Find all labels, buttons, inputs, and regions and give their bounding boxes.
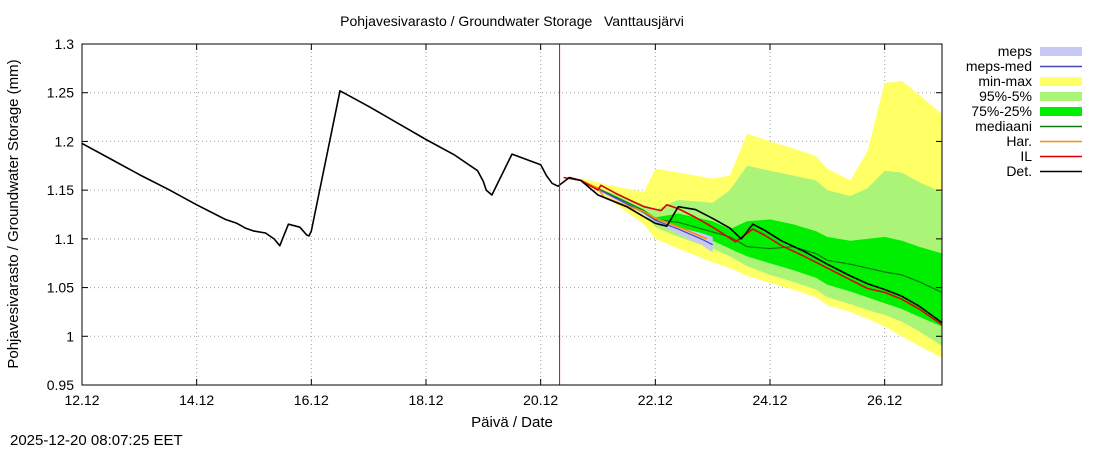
y-tick-label: 1.25 [47,85,74,101]
y-tick-label: 1.15 [47,182,74,198]
series-har [580,179,708,240]
x-tick-label: 24.12 [752,392,787,408]
x-axis-label: Päivä / Date [471,414,553,431]
x-tick-label: 16.12 [294,392,329,408]
y-tick-label: 1.3 [55,36,75,52]
y-tick-label: 1.1 [55,231,75,247]
series-lines [81,90,943,326]
legend-label-har: Har. [1006,133,1032,149]
legend-label-p95-5: 95%-5% [979,88,1032,104]
forecast-bands [580,81,942,358]
legend-label-mediaani: mediaani [975,118,1032,134]
legend-swatch-minmax [1040,77,1082,86]
y-tick-label: 0.95 [47,377,74,393]
legend-label-minmax: min-max [978,73,1032,89]
x-tick-label: 20.12 [523,392,558,408]
legend-label-meps: meps [998,43,1032,59]
series-meps-med [580,179,713,246]
legend-swatch-p75-25 [1040,107,1082,116]
x-tick-label: 12.12 [64,392,99,408]
legend-swatch-meps [1040,47,1082,56]
x-tick-label: 18.12 [408,392,443,408]
timestamp: 2025-12-20 08:07:25 EET [10,432,183,449]
y-tick-label: 1.05 [47,280,74,296]
axis-ticks: 0.95 1 1.05 1.1 1.15 1.2 1.25 1.3 12.12 14.12 16.1… [47,36,942,408]
x-tick-label: 26.12 [867,392,902,408]
legend-label-p75-25: 75%-25% [971,103,1032,119]
y-tick-label: 1 [66,328,74,344]
chart-title: Pohjavesivarasto / Groundwater Storage V… [340,13,684,29]
legend-label-meps-med: meps-med [966,58,1032,74]
legend-label-il: IL [1020,148,1032,164]
y-tick-label: 1.2 [55,133,75,149]
legend-label-det: Det. [1006,163,1032,179]
legend-swatch-p95-5 [1040,92,1082,101]
band-p75-25 [580,180,942,327]
plot-frame [81,43,943,386]
series-det [81,90,943,324]
series-il [563,176,943,326]
y-axis-label: Pohjavesivarasto / Groundwater Storage (… [5,59,22,368]
legend: mepsmeps-medmin-max95%-5%75%-25%mediaani… [966,43,1082,179]
x-tick-label: 22.12 [638,392,673,408]
x-tick-label: 14.12 [179,392,214,408]
